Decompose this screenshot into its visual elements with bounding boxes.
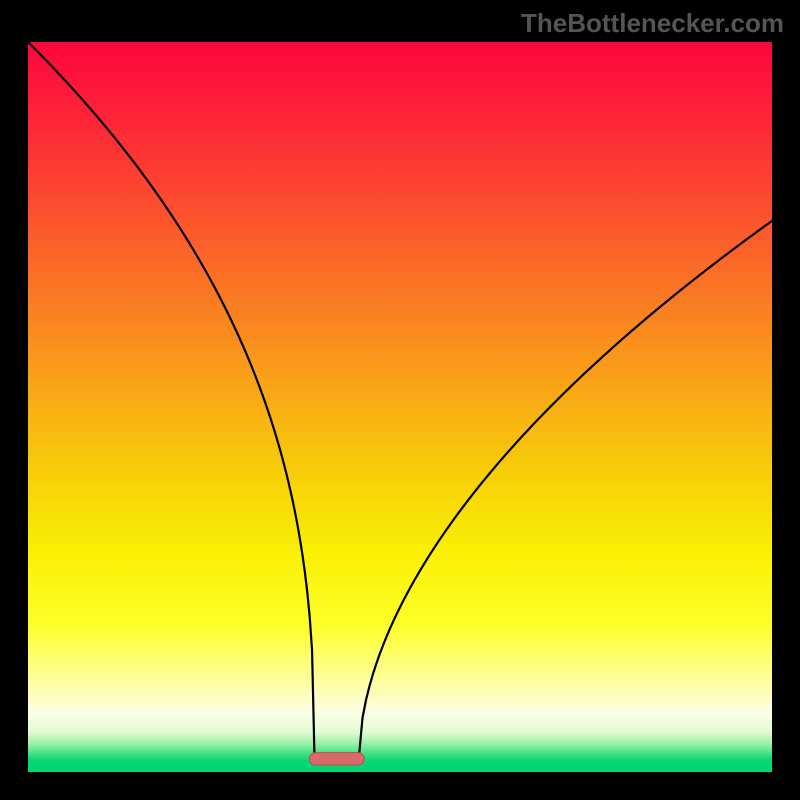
chart-background: [28, 42, 772, 772]
watermark-text: TheBottlenecker.com: [521, 8, 784, 39]
chart-svg: [28, 42, 772, 772]
chart-frame: [28, 42, 772, 772]
bottleneck-marker: [309, 753, 364, 765]
chart-plot-area: [28, 42, 772, 772]
